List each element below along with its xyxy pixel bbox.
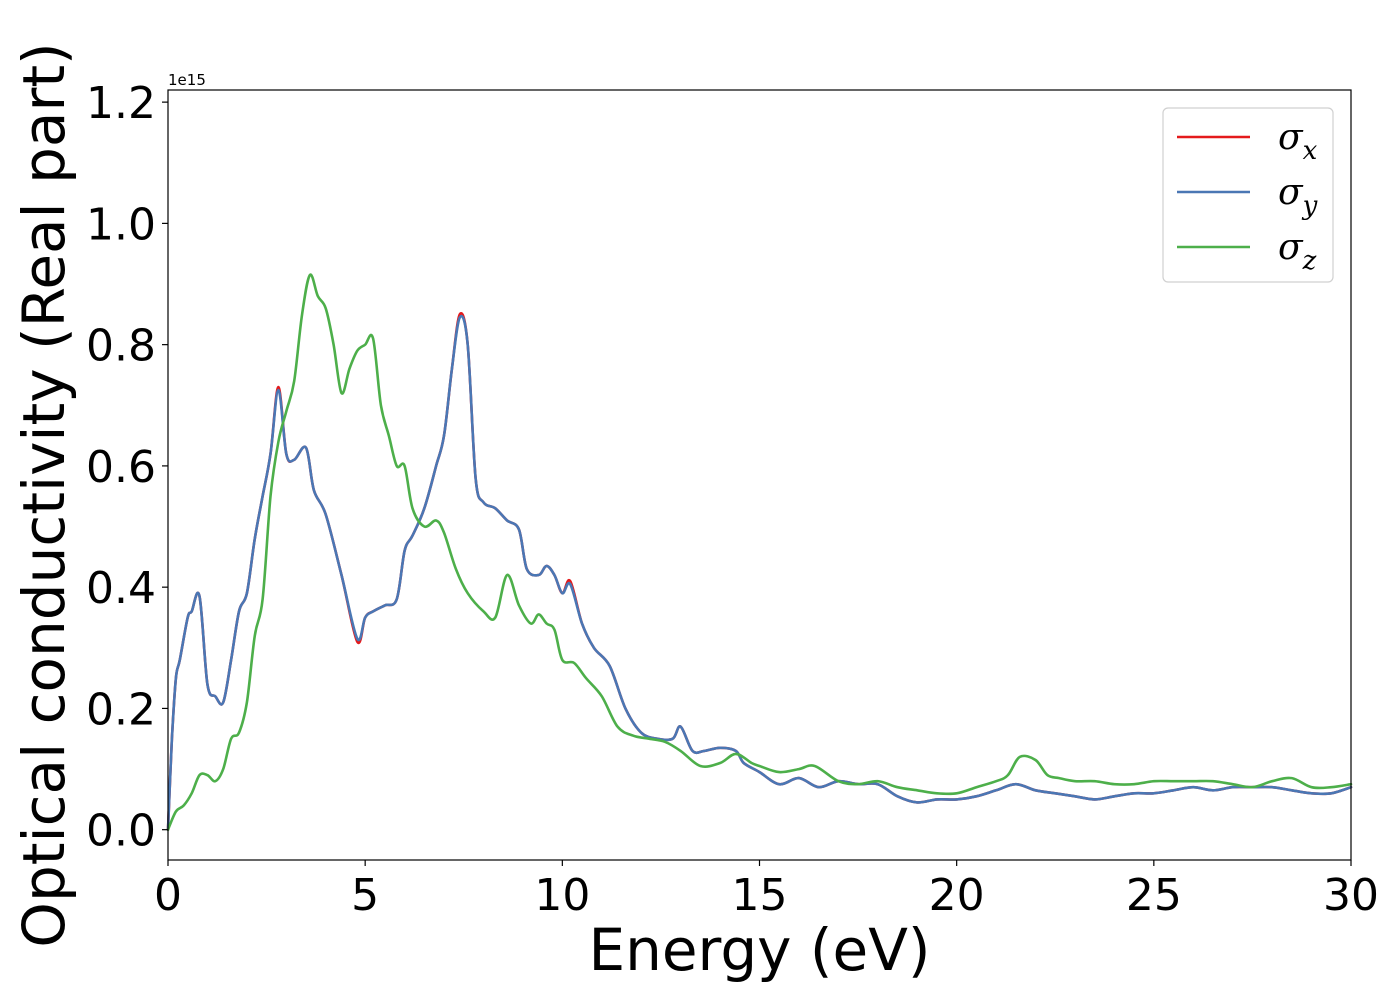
y-tick-label: 0.4 bbox=[86, 563, 156, 614]
y-axis: 0.0 0.2 0.4 0.6 0.8 1.0 1.2 bbox=[86, 78, 168, 857]
x-tick-label: 0 bbox=[154, 870, 182, 921]
x-tick-label: 5 bbox=[351, 870, 379, 921]
y-tick-label: 0.8 bbox=[86, 321, 156, 372]
x-tick-label: 15 bbox=[732, 870, 788, 921]
y-tick-label: 0.6 bbox=[86, 442, 156, 493]
x-axis: 0 5 10 15 20 25 30 bbox=[154, 860, 1379, 921]
x-tick-label: 30 bbox=[1323, 870, 1379, 921]
legend-box bbox=[1162, 107, 1334, 283]
y-tick-label: 1.2 bbox=[86, 78, 156, 129]
y-tick-label: 0.0 bbox=[86, 806, 156, 857]
y-tick-label: 1.0 bbox=[86, 199, 156, 250]
series-line-z bbox=[166, 273, 1353, 831]
x-tick-label: 25 bbox=[1126, 870, 1182, 921]
x-tick-label: 10 bbox=[534, 870, 590, 921]
y-axis-offset-label: 1e15 bbox=[168, 71, 206, 89]
series-line-y bbox=[166, 314, 1353, 831]
x-tick-label: 20 bbox=[929, 870, 985, 921]
x-axis-title: Energy (eV) bbox=[588, 916, 930, 984]
series-group bbox=[166, 273, 1353, 831]
y-axis-title: Optical conductivity (Real part) bbox=[10, 42, 78, 947]
y-tick-label: 0.2 bbox=[86, 684, 156, 735]
